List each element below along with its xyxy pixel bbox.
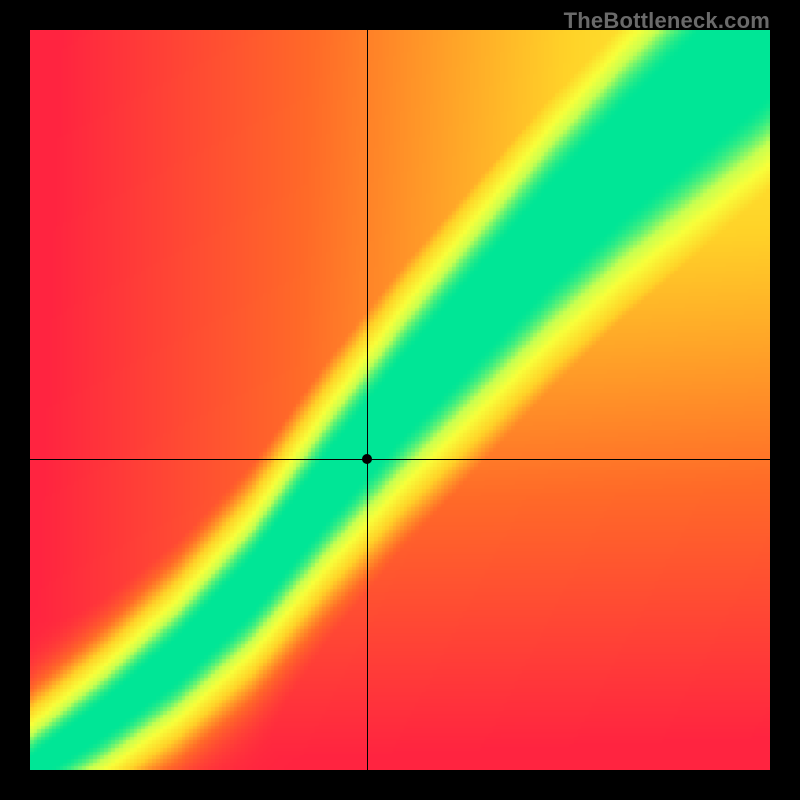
heatmap-canvas (30, 30, 770, 770)
crosshair-vertical (367, 30, 368, 770)
heatmap-plot (30, 30, 770, 770)
crosshair-marker (362, 454, 372, 464)
crosshair-horizontal (30, 459, 770, 460)
